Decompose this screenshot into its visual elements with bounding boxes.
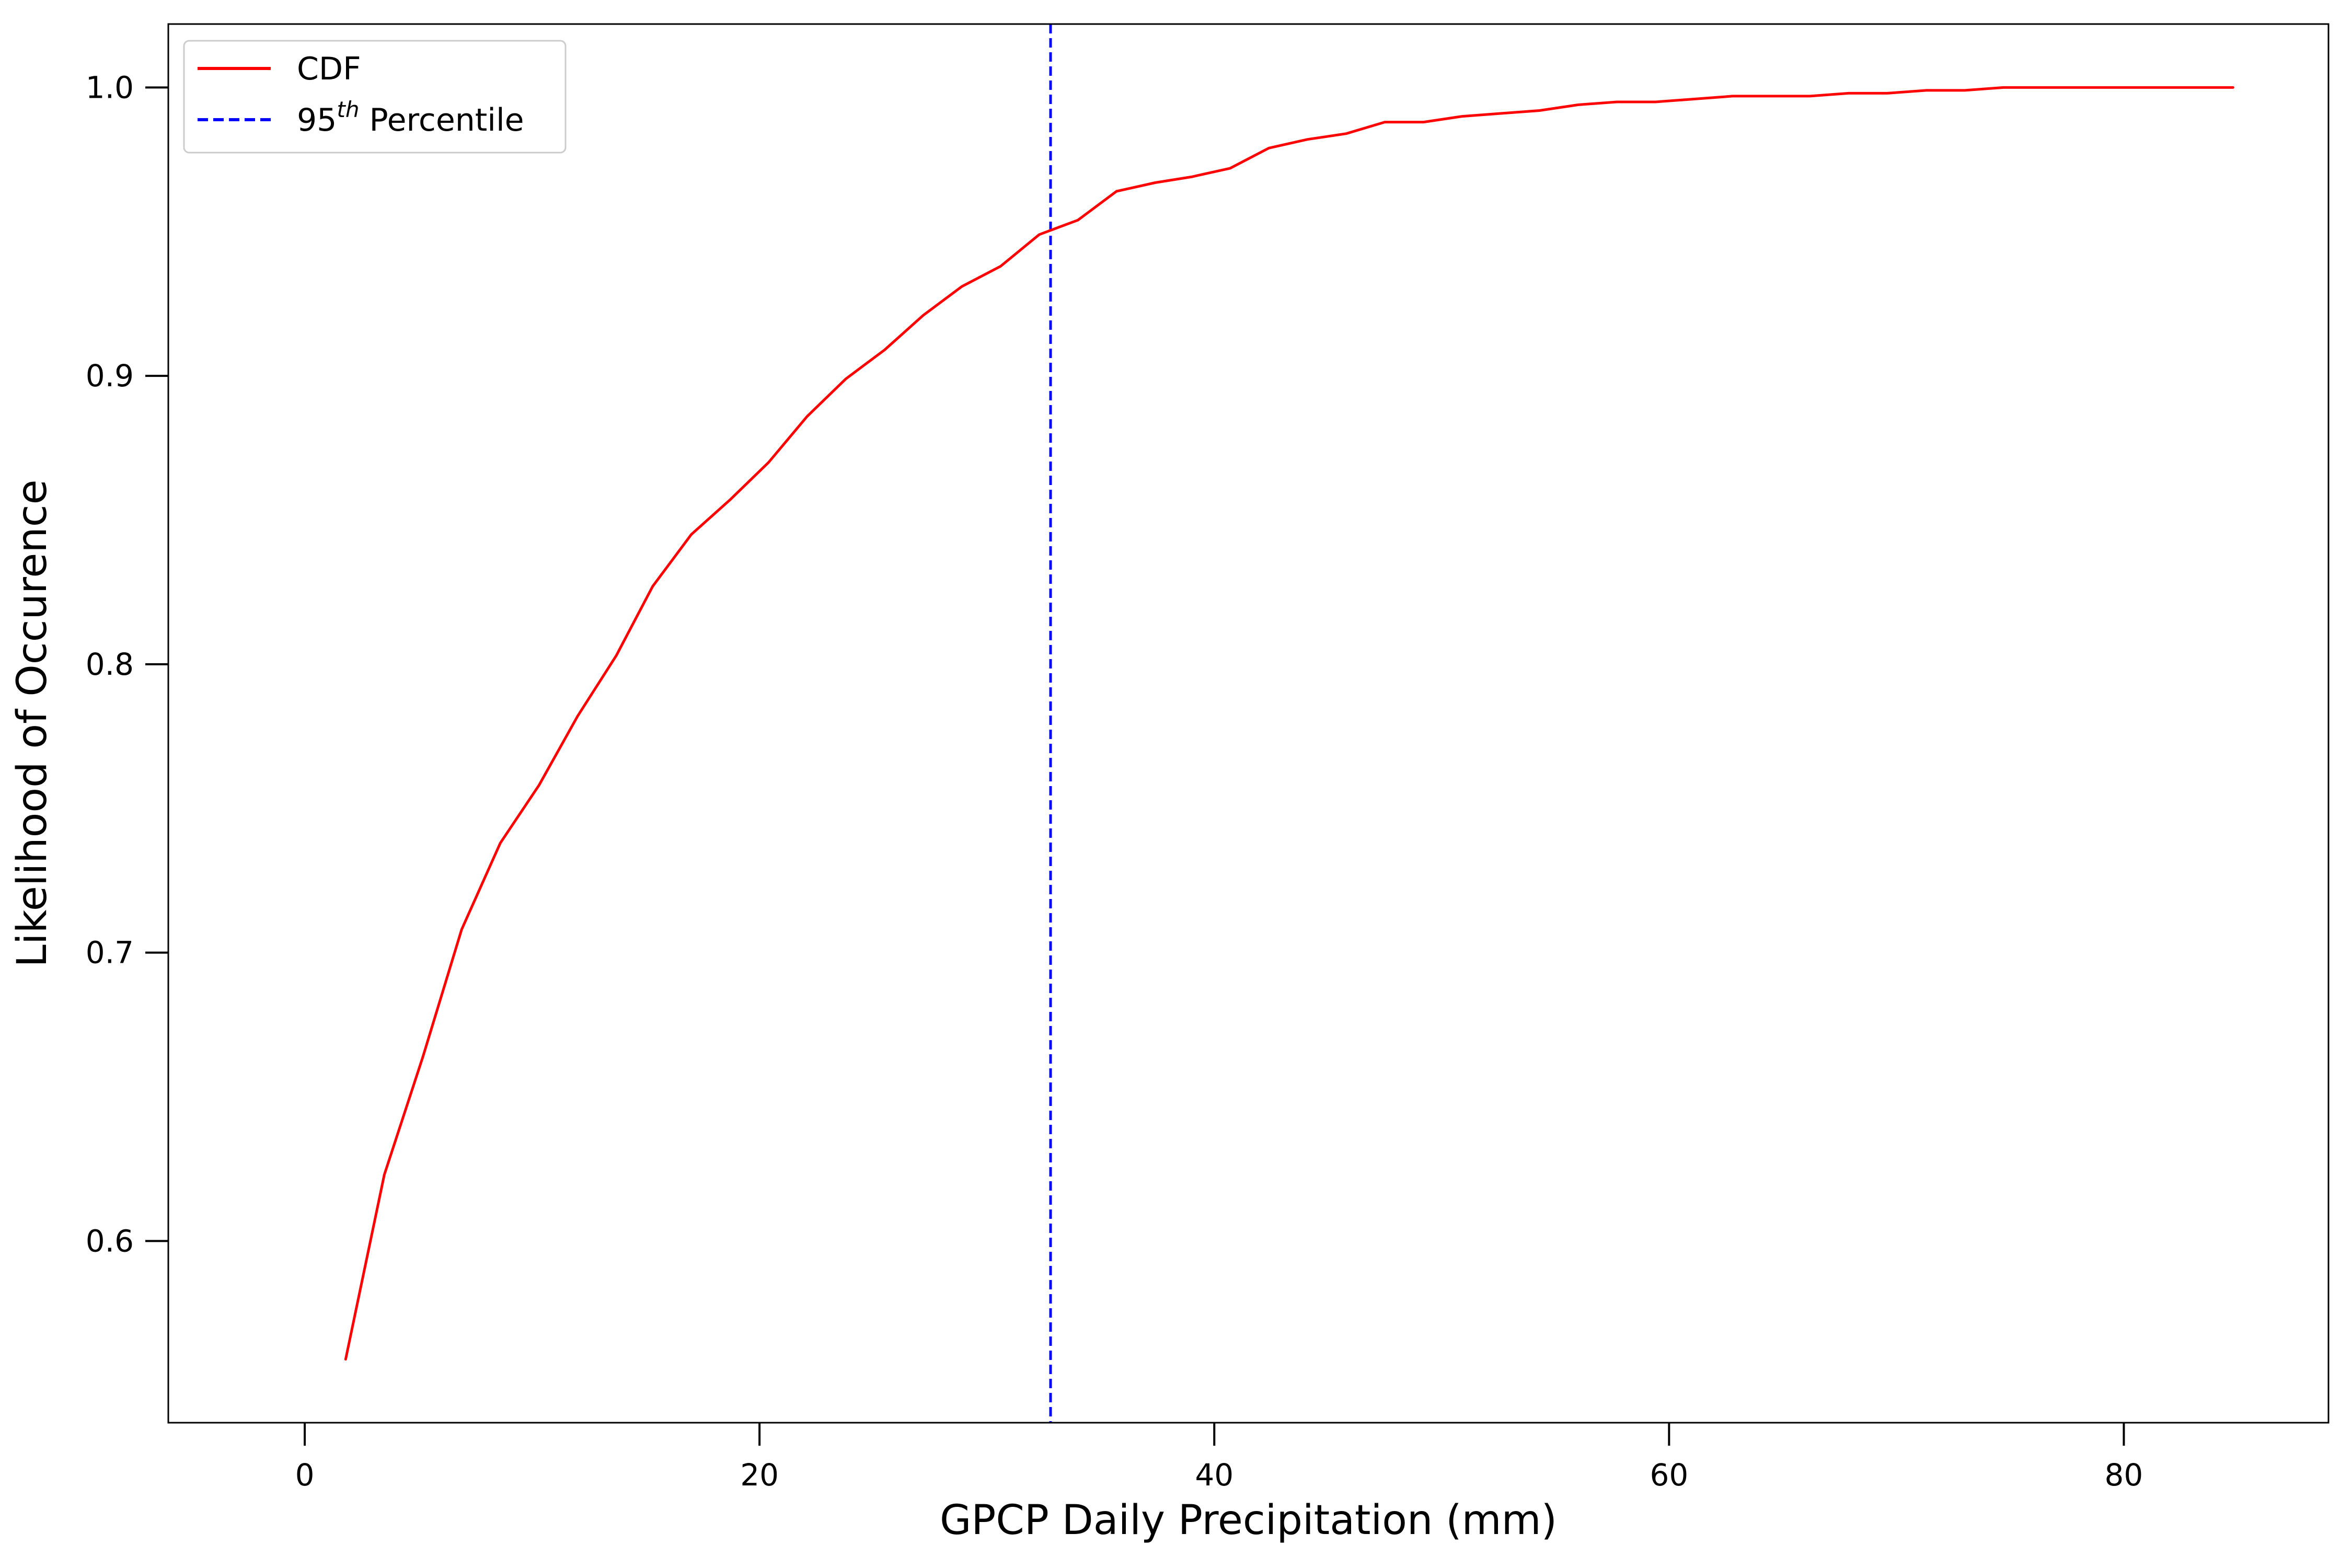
plot-area xyxy=(344,24,2234,1423)
legend-percentile-base: 95 xyxy=(297,102,337,139)
legend: CDF 95th Percentile xyxy=(183,40,567,154)
x-tick-label: 0 xyxy=(295,1457,315,1493)
legend-cdf-label: CDF xyxy=(297,51,361,87)
y-tick-label: 0.6 xyxy=(86,1223,134,1259)
legend-percentile-label: 95th Percentile xyxy=(297,97,524,139)
x-tick-label: 60 xyxy=(1650,1457,1688,1493)
legend-percentile-superscript: th xyxy=(337,97,359,122)
legend-percentile-rest: Percentile xyxy=(359,102,524,139)
x-tick-label: 20 xyxy=(740,1457,779,1493)
y-tick-label: 1.0 xyxy=(86,70,134,105)
x-tick-label: 40 xyxy=(1195,1457,1233,1493)
legend-box xyxy=(183,40,567,154)
y-tick-label: 0.9 xyxy=(86,358,134,394)
y-axis-label: Likelihood of Occurence xyxy=(9,479,56,967)
x-axis-label: GPCP Daily Precipitation (mm) xyxy=(940,1497,1557,1544)
x-tick-label: 80 xyxy=(2105,1457,2143,1493)
cdf-series-line xyxy=(344,86,2234,1361)
axes-frame xyxy=(167,23,2330,1424)
x-axis-ticks: 0 20 40 60 80 xyxy=(295,1423,2143,1493)
y-tick-label: 0.7 xyxy=(86,935,134,971)
y-tick-label: 0.8 xyxy=(86,647,134,682)
y-axis-ticks: 0.6 0.7 0.8 0.9 1.0 xyxy=(86,70,168,1259)
